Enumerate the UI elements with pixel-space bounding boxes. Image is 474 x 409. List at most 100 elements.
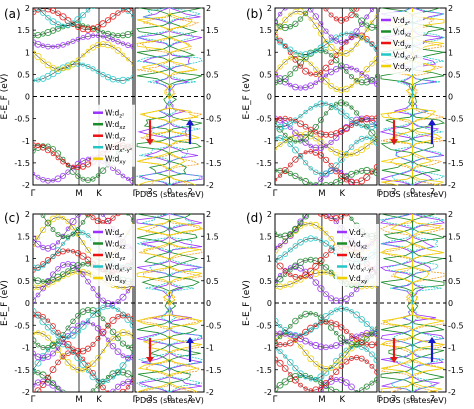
orbital-weight-circle [45,43,51,50]
orbital-weight-circle [349,333,354,338]
pdos-curve-up [412,7,446,186]
orbital-weight-circle [114,47,122,54]
band-curves [275,0,377,185]
orbital-weight-circle [75,352,81,357]
orbital-weight-circle [90,176,96,182]
k-point-label: M [318,189,325,199]
orbital-weight-circle [317,30,325,37]
orbital-weight-circle [100,316,106,322]
orbital-weight-circle [292,262,299,270]
orbital-weight-circle [96,0,100,4]
orbital-weight-circle [65,22,71,28]
orbital-weight-circle [45,14,51,21]
orbital-weight-circle [276,125,284,133]
spin-up-arrow-head [186,119,194,126]
orbital-weight-circle [130,354,133,361]
orbital-weight-circle [35,77,41,83]
orbital-weight-circle [338,32,344,38]
orbital-weight-circle [293,190,298,195]
orbital-weight-circle [281,75,289,83]
orbital-weight-circle [338,108,345,115]
orbital-weight-circle [349,309,354,314]
band-line [275,35,377,75]
orbital-weight-circle [334,198,338,202]
orbital-weight-circle [291,146,299,154]
orbital-weight-circle [55,240,61,245]
orbital-weight-circle [80,240,86,246]
orbital-weight-circle [125,384,131,390]
orbital-weight-circle [275,356,279,363]
orbital-weight-circle [64,340,72,349]
orbital-weight-circle [322,156,330,164]
orbital-weight-circle [338,214,345,220]
orbital-weight-circle [358,21,365,28]
orbital-weight-circle [363,383,370,390]
orbital-weight-circle [312,123,319,131]
orbital-weight-circle [64,359,72,367]
legend-label: V:dxz [349,240,367,251]
pdos-x-tick-label: 2 [188,187,193,196]
orbital-weight-circle [287,46,294,53]
orbital-weight-circle [348,383,355,391]
pdos-y-tick-label: 1 [448,48,453,57]
orbital-weight-circle [277,116,283,121]
orbital-weight-circle [276,359,284,367]
orbital-weight-circle [129,344,133,352]
k-point-label: M [318,395,325,405]
orbital-weight-circle [283,354,288,359]
orbital-weight-circle [317,257,325,265]
orbital-weight-circle [333,38,340,44]
orbital-weight-circle [360,0,364,4]
orbital-weight-circle [343,379,350,386]
orbital-weight-circle [328,295,335,302]
orbital-weight-circle [353,28,360,35]
k-point-label: Γ [31,395,36,405]
orbital-weight-circle [124,370,132,378]
orbital-weight-circle [89,44,97,51]
orbital-weight-circle [80,176,86,182]
orbital-weight-circle [34,40,42,48]
y-tick-label: 1.5 [17,26,30,35]
orbital-weight-circle [130,333,133,339]
orbital-weight-circle [309,400,313,404]
pdos-y-tick-label: -1.5 [206,159,222,168]
orbital-weight-circle [109,342,117,350]
orbital-weight-circle [85,63,91,69]
orbital-weight-circle [298,114,303,119]
orbital-weight-circle [353,354,360,361]
y-tick-label: 0 [267,93,272,102]
orbital-weight-circle [33,337,37,345]
orbital-weight-circle [126,200,130,204]
orbital-weight-circle [90,204,96,210]
orbital-weight-circle [277,342,283,348]
spin-down-arrow-icon [146,120,154,146]
orbital-weight-circle [84,161,92,168]
orbital-weight-circle [84,345,92,352]
orbital-weight-circle [369,331,375,337]
orbital-weight-circle [363,335,370,342]
orbital-weight-circle [369,326,375,331]
orbital-weight-circle [343,328,349,334]
orbital-weight-circle [328,344,334,350]
orbital-weight-circle [55,214,61,220]
orbital-weight-circle [55,247,61,254]
orbital-weight-circle [90,388,96,392]
orbital-weight-circle [348,34,355,41]
orbital-weight-circle [288,189,293,194]
orbital-weight-circle [308,16,313,22]
orbital-weight-circle [293,139,298,144]
pdos-y-tick-label: 0.5 [206,277,219,286]
orbital-weight-circle [322,64,330,72]
orbital-weight-circle [277,64,283,70]
orbital-weight-circle [33,148,36,154]
orbital-weight-circle [60,389,66,392]
band-line [33,314,133,352]
orbital-weight-circle [339,52,344,57]
k-point-label: K [96,189,102,199]
orbital-weight-circle [359,387,365,392]
orbital-weight-circle [323,8,329,12]
orbital-weight-circle [322,181,330,185]
orbital-weight-circle [333,219,339,225]
k-point-label: M [75,189,82,199]
orbital-weight-circle [317,152,325,159]
